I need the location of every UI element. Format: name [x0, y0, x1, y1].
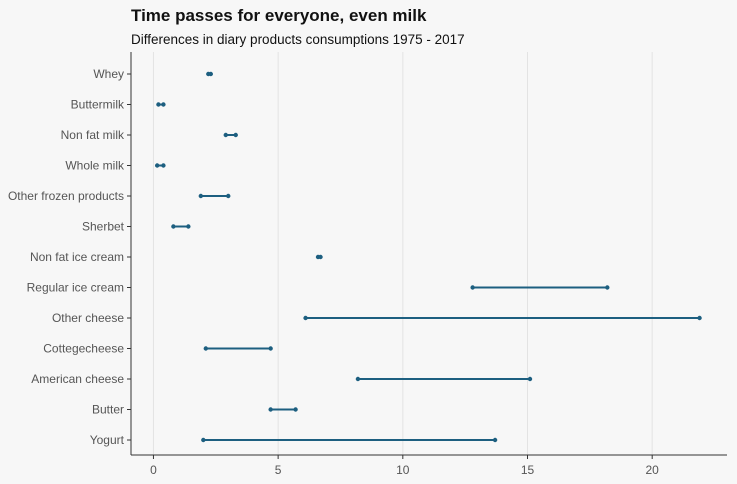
end-point: [161, 163, 166, 168]
category-label: Butter: [92, 403, 124, 417]
category-label: Whey: [93, 67, 124, 81]
x-tick-label: 0: [150, 463, 157, 477]
category-label: Other frozen products: [8, 189, 124, 203]
x-tick-label: 10: [396, 463, 410, 477]
end-point: [161, 102, 166, 107]
x-tick-label: 15: [521, 463, 535, 477]
category-label: Buttermilk: [71, 98, 125, 112]
category-label: Non fat milk: [61, 128, 125, 142]
category-labels: Whey Buttermilk Non fat milk Whole milk Othe…: [8, 67, 125, 447]
start-point: [201, 437, 206, 443]
start-point: [203, 346, 209, 351]
chart-subtitle: Differences in diary products consumptio…: [131, 32, 465, 47]
start-point: [268, 407, 273, 412]
category-label: Sherbet: [82, 220, 125, 234]
category-label: Other cheese: [52, 311, 124, 325]
end-point: [492, 437, 498, 443]
end-point: [527, 376, 533, 382]
start-point: [198, 193, 204, 199]
start-point: [470, 285, 475, 290]
category-label: American cheese: [31, 372, 124, 386]
category-label: Non fat ice cream: [30, 250, 124, 264]
start-point: [355, 376, 361, 382]
start-point: [303, 315, 308, 321]
end-point: [186, 224, 191, 229]
category-label: Cottegecheese: [43, 342, 124, 356]
end-point: [318, 254, 323, 260]
start-point: [223, 132, 228, 138]
end-point: [208, 71, 213, 77]
end-point: [293, 407, 298, 412]
category-label: Whole milk: [65, 159, 125, 173]
end-point: [697, 315, 702, 321]
end-point: [268, 346, 273, 351]
end-point: [226, 193, 231, 199]
start-point: [156, 102, 161, 107]
x-tick-label: 5: [275, 463, 282, 477]
x-tick-label: 20: [646, 463, 660, 477]
chart-title: Time passes for everyone, even milk: [131, 6, 427, 25]
axes: 0 5 10 15 20: [127, 52, 727, 477]
end-point: [233, 132, 238, 138]
start-point: [171, 224, 176, 229]
category-label: Regular ice cream: [27, 281, 124, 295]
end-point: [605, 285, 610, 290]
category-label: Yogurt: [90, 433, 125, 447]
dumbbell-marks: [154, 71, 702, 443]
start-point: [154, 163, 160, 168]
gridlines: [152, 52, 653, 455]
